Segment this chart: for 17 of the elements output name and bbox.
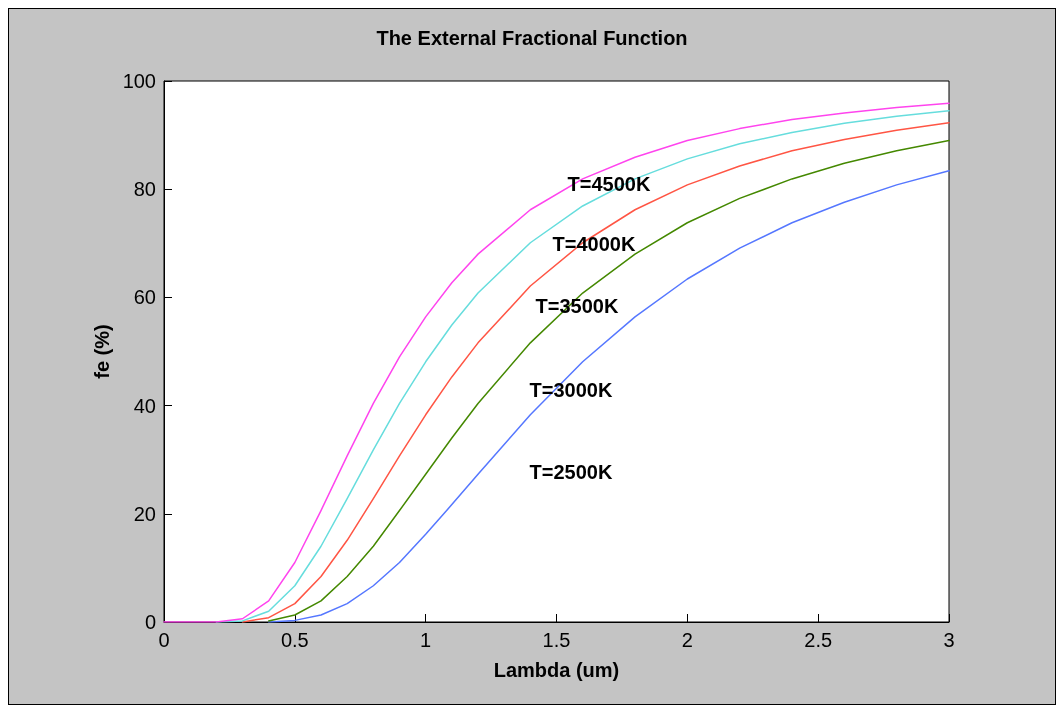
x-axis-title: Lambda (um) xyxy=(493,659,620,681)
y-tick-label: 0 xyxy=(144,611,156,633)
y-tick-label: 80 xyxy=(133,178,156,201)
x-tick-label: 1 xyxy=(420,629,432,651)
x-tick-label: 3 xyxy=(943,629,955,651)
x-tick-label: 2 xyxy=(681,629,693,651)
y-tick-label: 20 xyxy=(133,502,156,525)
y-tick-label: 100 xyxy=(122,70,156,92)
x-tick-label: 0.5 xyxy=(280,629,309,651)
y-axis-title: fe (%) xyxy=(90,324,113,379)
y-tick-label: 60 xyxy=(133,286,156,309)
y-tick-label: 40 xyxy=(133,394,156,417)
x-tick-label: 0 xyxy=(158,629,170,651)
x-tick-label: 2.5 xyxy=(804,629,833,651)
x-tick-label: 1.5 xyxy=(542,629,571,651)
chart-title: The External Fractional Function xyxy=(376,27,688,49)
annotation: T=2500K xyxy=(529,461,613,483)
